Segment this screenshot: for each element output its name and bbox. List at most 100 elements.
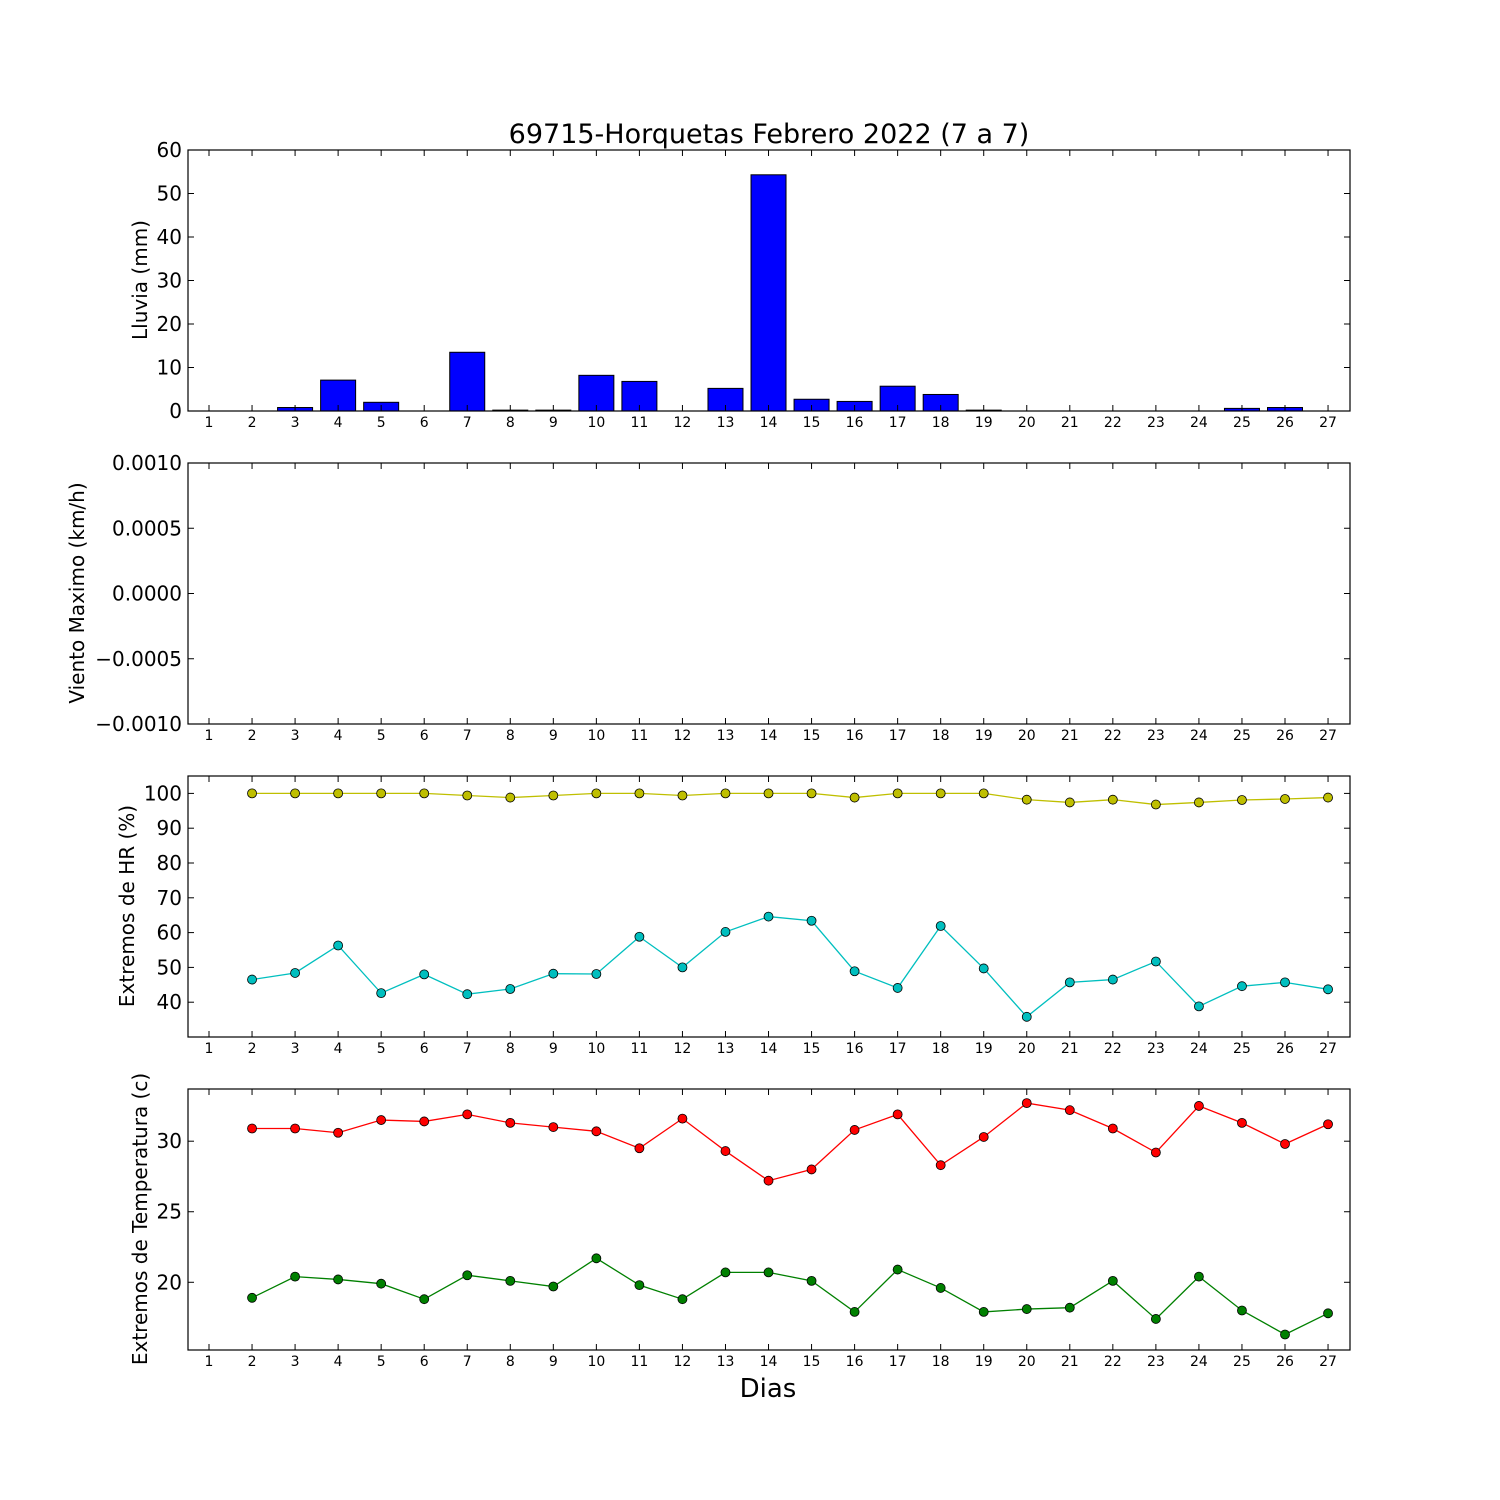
point-3-1-day-22 [1107, 1275, 1118, 1286]
point-3-0-day-20 [1021, 1098, 1032, 1109]
point-2-1-day-24 [1194, 1001, 1204, 1012]
point-3-0-day-13 [720, 1146, 731, 1156]
point-2-0-day-17 [892, 788, 903, 799]
point-3-1-day-2 [247, 1292, 257, 1303]
xtick-label: 4 [334, 1354, 343, 1370]
xtick-label: 7 [463, 1041, 472, 1057]
xtick-label: 18 [932, 1354, 950, 1370]
xtick-label: 19 [975, 415, 993, 431]
point-2-0-day-12 [677, 790, 688, 801]
ytick-label: 50 [157, 182, 182, 206]
point-3-1-day-23 [1150, 1314, 1161, 1324]
point-2-1-day-15 [806, 915, 817, 926]
point-3-1-day-27 [1323, 1308, 1333, 1319]
point-2-1-day-13 [720, 927, 731, 937]
xtick-label: 25 [1233, 1354, 1251, 1370]
xtick-label: 27 [1319, 728, 1337, 744]
xtick-label: 13 [717, 1354, 735, 1370]
ytick-label: 0 [169, 399, 182, 423]
xtick-label: 15 [803, 1354, 821, 1370]
point-3-0-day-25 [1237, 1117, 1247, 1128]
point-2-1-day-2 [247, 974, 257, 985]
point-3-1-day-12 [677, 1294, 688, 1305]
point-2-0-day-5 [376, 788, 387, 799]
xtick-label: 15 [803, 415, 821, 431]
xtick-label: 13 [717, 415, 735, 431]
xtick-label: 12 [674, 1354, 692, 1370]
point-3-0-day-17 [892, 1109, 903, 1120]
point-3-1-day-15 [806, 1275, 817, 1286]
xtick-label: 9 [549, 1354, 558, 1370]
xtick-label: 26 [1276, 728, 1294, 744]
xtick-label: 21 [1061, 1041, 1079, 1057]
ytick-label: −0.0005 [95, 647, 182, 671]
point-3-0-day-27 [1323, 1119, 1333, 1130]
point-3-0-day-9 [548, 1122, 559, 1132]
point-3-0-day-15 [806, 1164, 817, 1175]
xtick-label: 20 [1018, 728, 1036, 744]
xtick-label: 16 [846, 1354, 864, 1370]
point-3-0-day-19 [978, 1132, 989, 1142]
ytick-label: 40 [157, 990, 182, 1014]
xtick-label: 6 [420, 1354, 429, 1370]
point-2-0-day-22 [1107, 794, 1118, 805]
xtick-label: 14 [760, 1041, 778, 1057]
xtick-label: 7 [463, 415, 472, 431]
point-2-1-day-12 [677, 962, 688, 973]
series-line-3-1 [251, 1257, 1329, 1336]
xtick-label: 13 [717, 1041, 735, 1057]
xtick-label: 4 [334, 1041, 343, 1057]
point-2-1-day-3 [290, 968, 300, 978]
point-3-1-day-10 [591, 1253, 602, 1264]
point-2-1-day-20 [1021, 1011, 1032, 1022]
point-3-1-day-16 [849, 1307, 860, 1317]
point-2-1-day-19 [978, 963, 989, 974]
xtick-label: 2 [248, 1041, 257, 1057]
xtick-label: 11 [630, 415, 648, 431]
xtick-label: 8 [506, 1041, 515, 1057]
ytick-label: 30 [157, 1129, 182, 1153]
xtick-label: 23 [1147, 415, 1165, 431]
xtick-label: 16 [846, 728, 864, 744]
point-2-0-day-2 [247, 788, 257, 799]
xtick-label: 1 [205, 728, 214, 744]
point-3-1-day-26 [1280, 1329, 1290, 1340]
ytick-label: 40 [157, 225, 182, 249]
point-2-0-day-18 [935, 788, 946, 799]
xtick-label: 26 [1276, 1041, 1294, 1057]
point-3-0-day-7 [462, 1109, 473, 1120]
xtick-label: 11 [630, 1041, 648, 1057]
xtick-label: 7 [463, 728, 472, 744]
point-3-0-day-24 [1194, 1101, 1204, 1111]
ylabel-rainfall: Lluvia (mm) [128, 220, 152, 340]
ytick-label: 60 [157, 921, 182, 945]
point-2-1-day-16 [849, 966, 860, 977]
xlabel-days: Dias [740, 1374, 797, 1404]
rain-bar-day-7 [449, 351, 486, 412]
point-2-0-day-6 [419, 788, 430, 799]
point-3-1-day-17 [892, 1264, 903, 1275]
point-2-0-day-4 [333, 788, 344, 799]
xtick-label: 12 [674, 415, 692, 431]
xtick-label: 8 [506, 1354, 515, 1370]
point-2-0-day-19 [978, 788, 989, 799]
xtick-label: 26 [1276, 1354, 1294, 1370]
xtick-label: 9 [549, 728, 558, 744]
point-2-1-day-9 [548, 968, 559, 979]
point-2-0-day-7 [462, 790, 473, 801]
xtick-label: 20 [1018, 1354, 1036, 1370]
xtick-label: 3 [291, 728, 300, 744]
point-3-1-day-5 [376, 1278, 387, 1289]
xtick-label: 18 [932, 1041, 950, 1057]
xtick-label: 17 [889, 415, 907, 431]
xtick-label: 2 [248, 728, 257, 744]
point-3-1-day-21 [1064, 1302, 1075, 1313]
point-2-1-day-21 [1064, 977, 1075, 988]
point-2-0-day-10 [591, 788, 602, 799]
point-2-0-day-8 [505, 792, 516, 803]
xtick-label: 6 [420, 728, 429, 744]
point-2-1-day-8 [505, 984, 516, 994]
point-3-0-day-6 [419, 1116, 430, 1127]
